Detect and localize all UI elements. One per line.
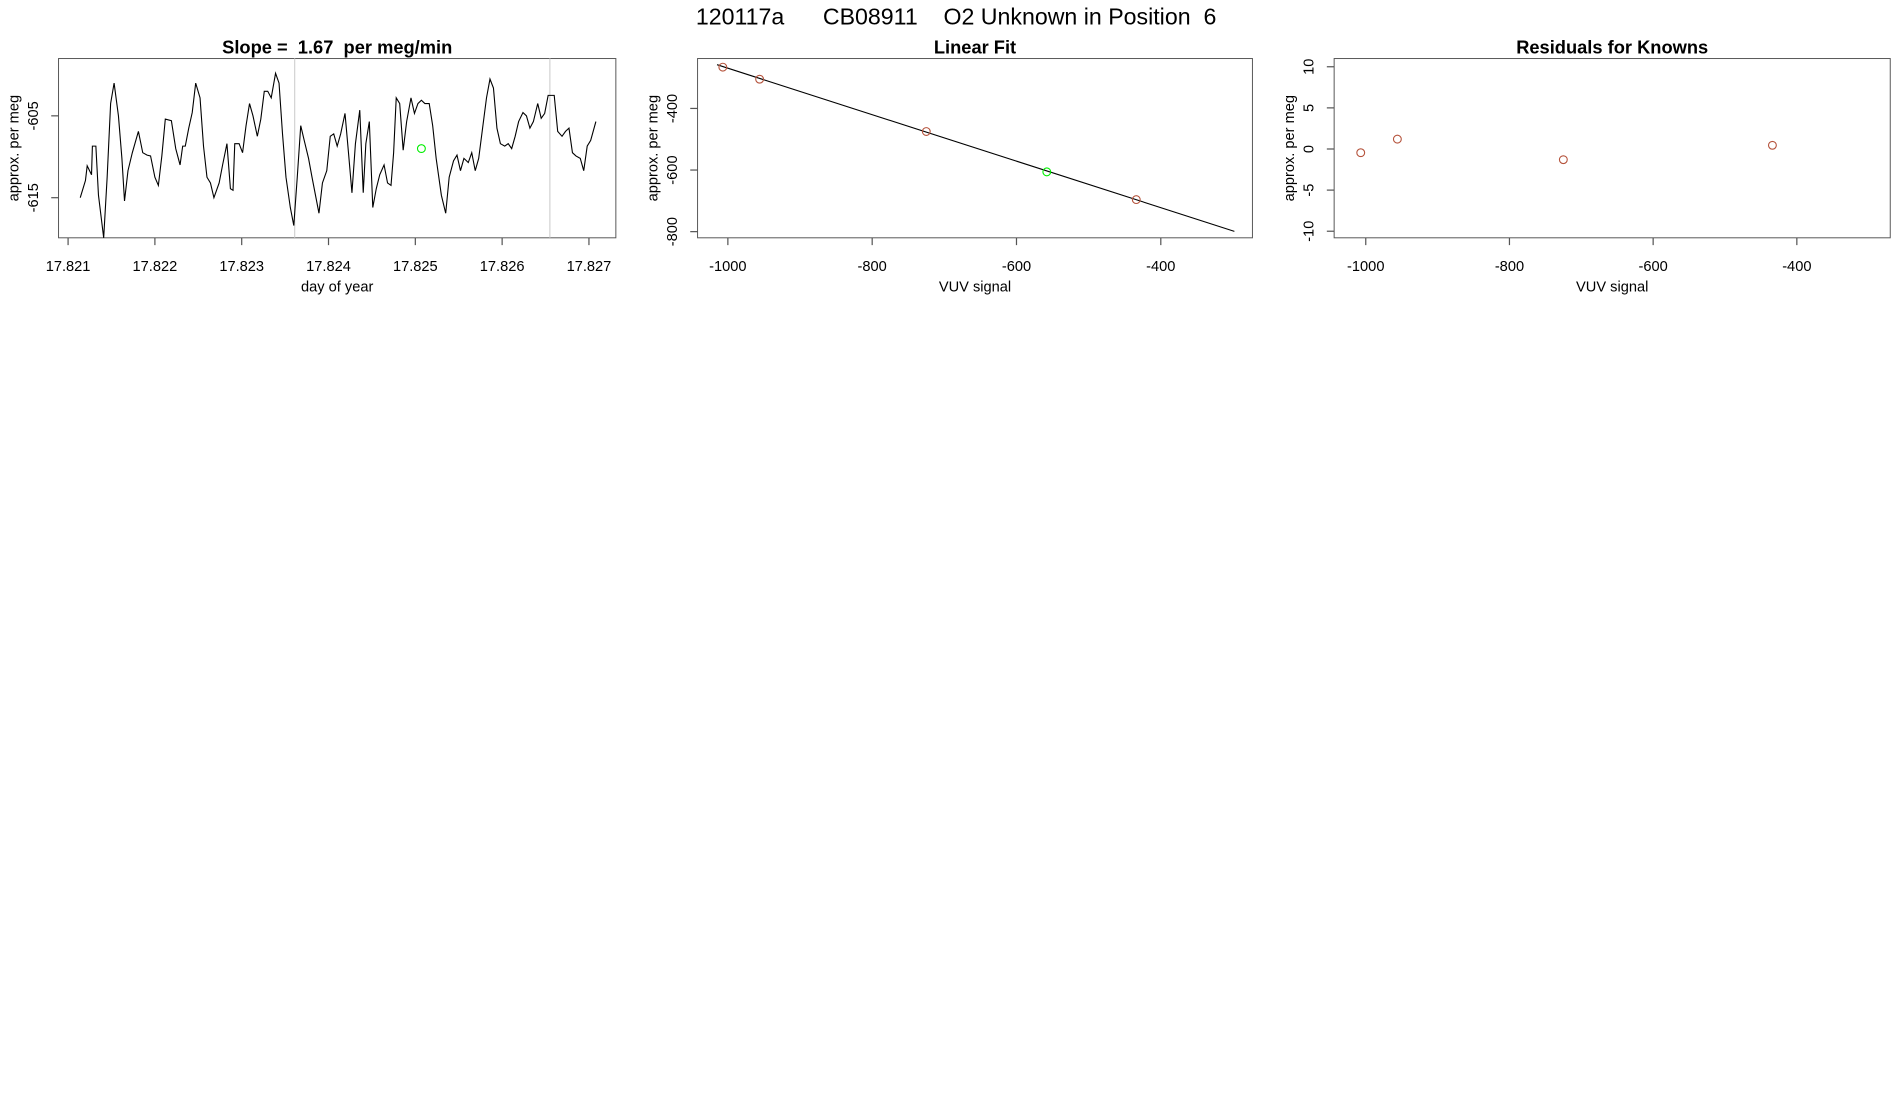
- unknown-point: [416, 144, 426, 154]
- panel-title: Linear Fit: [934, 37, 1016, 58]
- y-tick-label: -605: [26, 101, 42, 130]
- plot-frame: [1333, 58, 1891, 239]
- y-tick-label: -615: [26, 183, 42, 212]
- x-tick-label: 17.822: [133, 259, 178, 275]
- x-tick-label: 17.826: [480, 259, 525, 275]
- data-point: [1392, 134, 1402, 144]
- data-line: [79, 71, 597, 238]
- x-axis-label: VUV signal: [1576, 280, 1648, 296]
- y-axis-label: approx. per meg: [1282, 95, 1298, 201]
- y-tick-label: -10: [1302, 221, 1318, 242]
- y-tick-label: 5: [1302, 104, 1318, 112]
- plot-frame: [58, 58, 617, 239]
- x-tick-label: -1000: [709, 259, 746, 275]
- y-axis-label: approx. per meg: [6, 95, 22, 202]
- x-tick-label: 17.827: [567, 259, 612, 275]
- x-tick-label: 17.825: [393, 259, 438, 275]
- y-tick-label: -5: [1302, 184, 1318, 197]
- panel-title: Slope = 1.67 per meg/min: [222, 37, 452, 58]
- data-point: [718, 62, 728, 72]
- data-point: [755, 74, 765, 84]
- x-axis-label: day of year: [301, 280, 373, 296]
- x-tick-label: 17.824: [306, 259, 351, 275]
- y-tick-label: -800: [665, 217, 681, 246]
- y-tick-label: -400: [665, 94, 681, 123]
- x-tick-label: -600: [1639, 259, 1668, 275]
- x-tick-label: -400: [1782, 259, 1811, 275]
- data-point: [1356, 148, 1366, 158]
- data-point: [1558, 155, 1568, 165]
- y-tick-label: 0: [1302, 145, 1318, 153]
- x-tick-label: -800: [858, 259, 887, 275]
- x-tick-label: -600: [1002, 259, 1031, 275]
- data-point: [1131, 195, 1141, 205]
- y-tick-label: -600: [665, 155, 681, 184]
- x-tick-label: -800: [1495, 259, 1524, 275]
- x-tick-label: -1000: [1347, 259, 1384, 275]
- panel-title: Residuals for Knowns: [1516, 37, 1708, 58]
- x-tick-label: -400: [1146, 259, 1175, 275]
- data-point: [921, 127, 931, 136]
- x-tick-label: 17.823: [219, 259, 264, 275]
- unknown-point: [1042, 167, 1052, 177]
- fit-line: [716, 64, 1235, 232]
- x-tick-label: 17.821: [46, 259, 91, 275]
- x-axis-label: VUV signal: [939, 280, 1011, 296]
- page-title: 120117a CB08911 O2 Unknown in Position 6: [696, 3, 1216, 29]
- y-axis-label: approx. per meg: [646, 95, 662, 202]
- y-tick-label: 10: [1302, 59, 1318, 75]
- plot-frame: [697, 58, 1253, 239]
- data-point: [1767, 140, 1777, 150]
